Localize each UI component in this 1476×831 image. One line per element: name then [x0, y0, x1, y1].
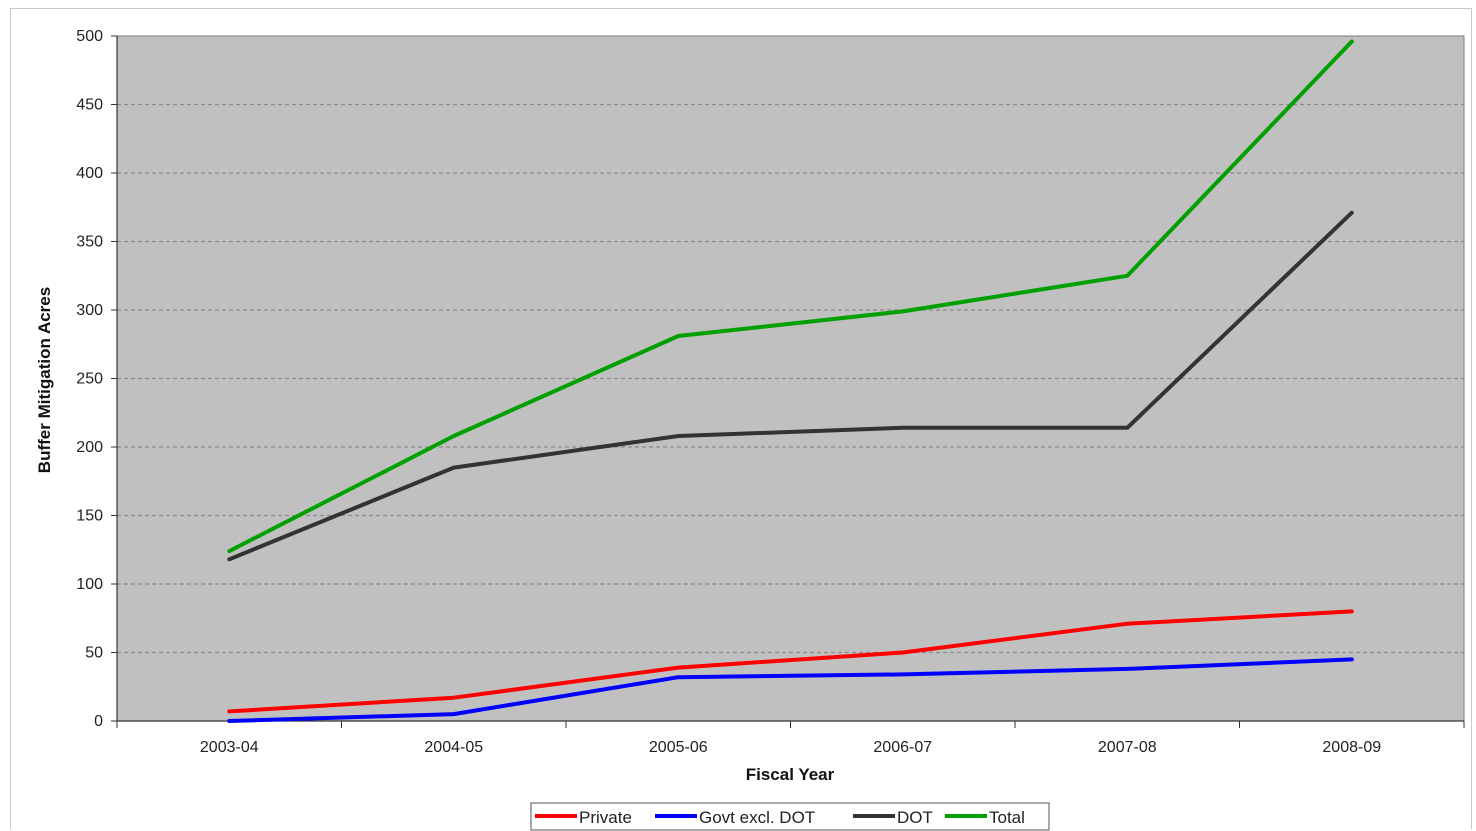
x-tick-labels: 2003-04 2004-05 2005-06 2006-07 2007-08 2008-… — [116, 721, 1465, 756]
x-tick-label: 2007-08 — [1098, 739, 1157, 756]
y-axis-title: Buffer Mitigation Acres — [35, 287, 54, 473]
y-tick-label: 100 — [76, 576, 103, 593]
legend-label-total: Total — [989, 808, 1025, 827]
y-tick-label: 250 — [76, 371, 103, 388]
y-tick-label: 50 — [85, 645, 103, 662]
legend: Private Govt excl. DOT DOT Total — [530, 802, 1050, 831]
y-tick-label: 150 — [76, 508, 103, 525]
y-tick-label: 400 — [76, 165, 103, 182]
y-tick-labels: 0 50 100 150 200 250 300 350 400 450 500 — [76, 28, 117, 730]
y-tick-label: 450 — [76, 97, 103, 114]
series-line-govt-excl-dot — [227, 657, 1354, 723]
x-axis-title: Fiscal Year — [746, 765, 835, 784]
legend-label-govt-excl-dot: Govt excl. DOT — [699, 808, 815, 827]
series-line-total — [227, 39, 1354, 554]
y-tick-label: 300 — [76, 302, 103, 319]
y-tick-label: 350 — [76, 234, 103, 251]
x-tick-label: 2005-06 — [649, 739, 708, 756]
x-tick-label: 2006-07 — [873, 739, 932, 756]
x-tick-label: 2003-04 — [200, 739, 259, 756]
series-line-dot — [227, 210, 1354, 562]
gridlines — [117, 35, 1464, 654]
x-tick-label: 2004-05 — [424, 739, 483, 756]
x-tick-label: 2008-09 — [1322, 739, 1381, 756]
y-tick-label: 200 — [76, 439, 103, 456]
legend-label-private: Private — [579, 808, 632, 827]
y-tick-label: 500 — [76, 28, 103, 45]
legend-label-dot: DOT — [897, 808, 933, 827]
y-tick-label: 0 — [94, 713, 103, 730]
series-lines — [227, 39, 1354, 723]
series-line-private — [227, 609, 1354, 714]
